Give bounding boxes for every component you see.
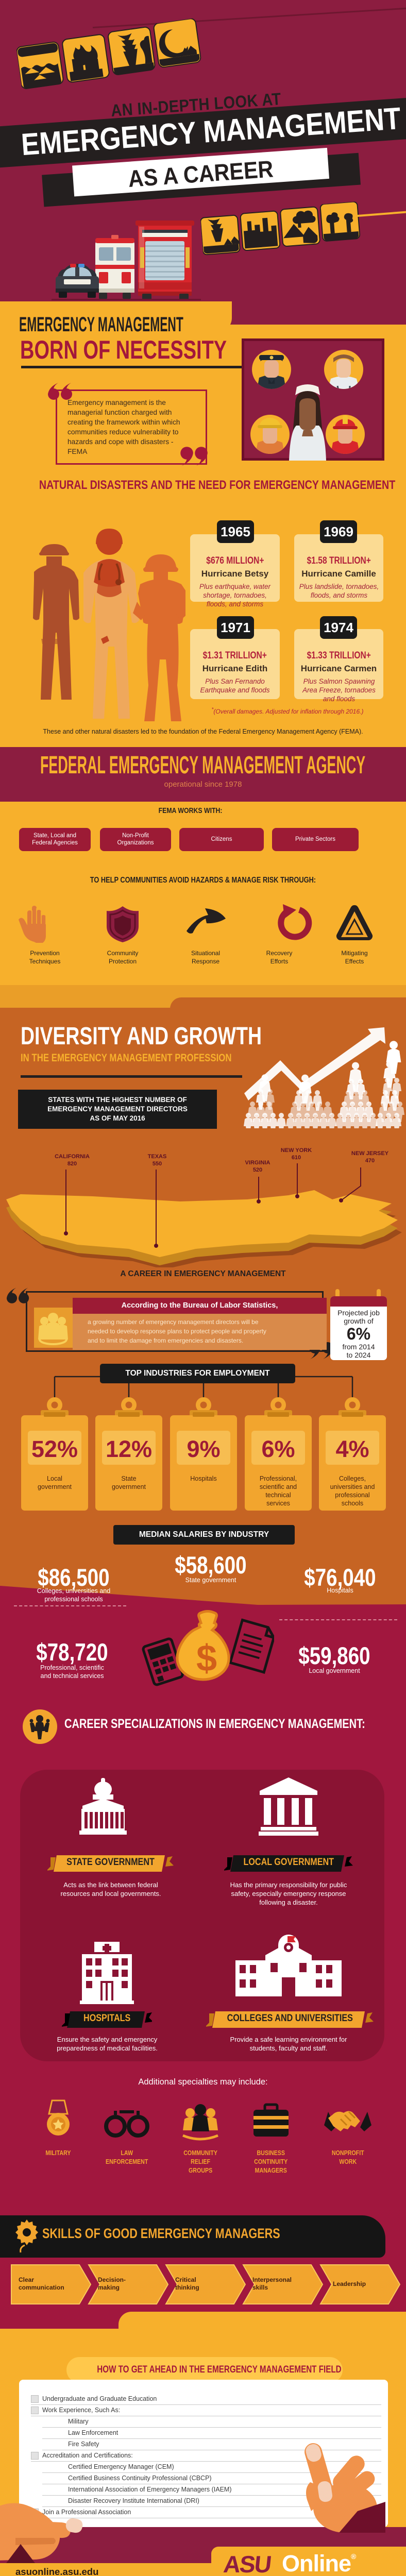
svg-text:$: $ [196, 1638, 217, 1679]
